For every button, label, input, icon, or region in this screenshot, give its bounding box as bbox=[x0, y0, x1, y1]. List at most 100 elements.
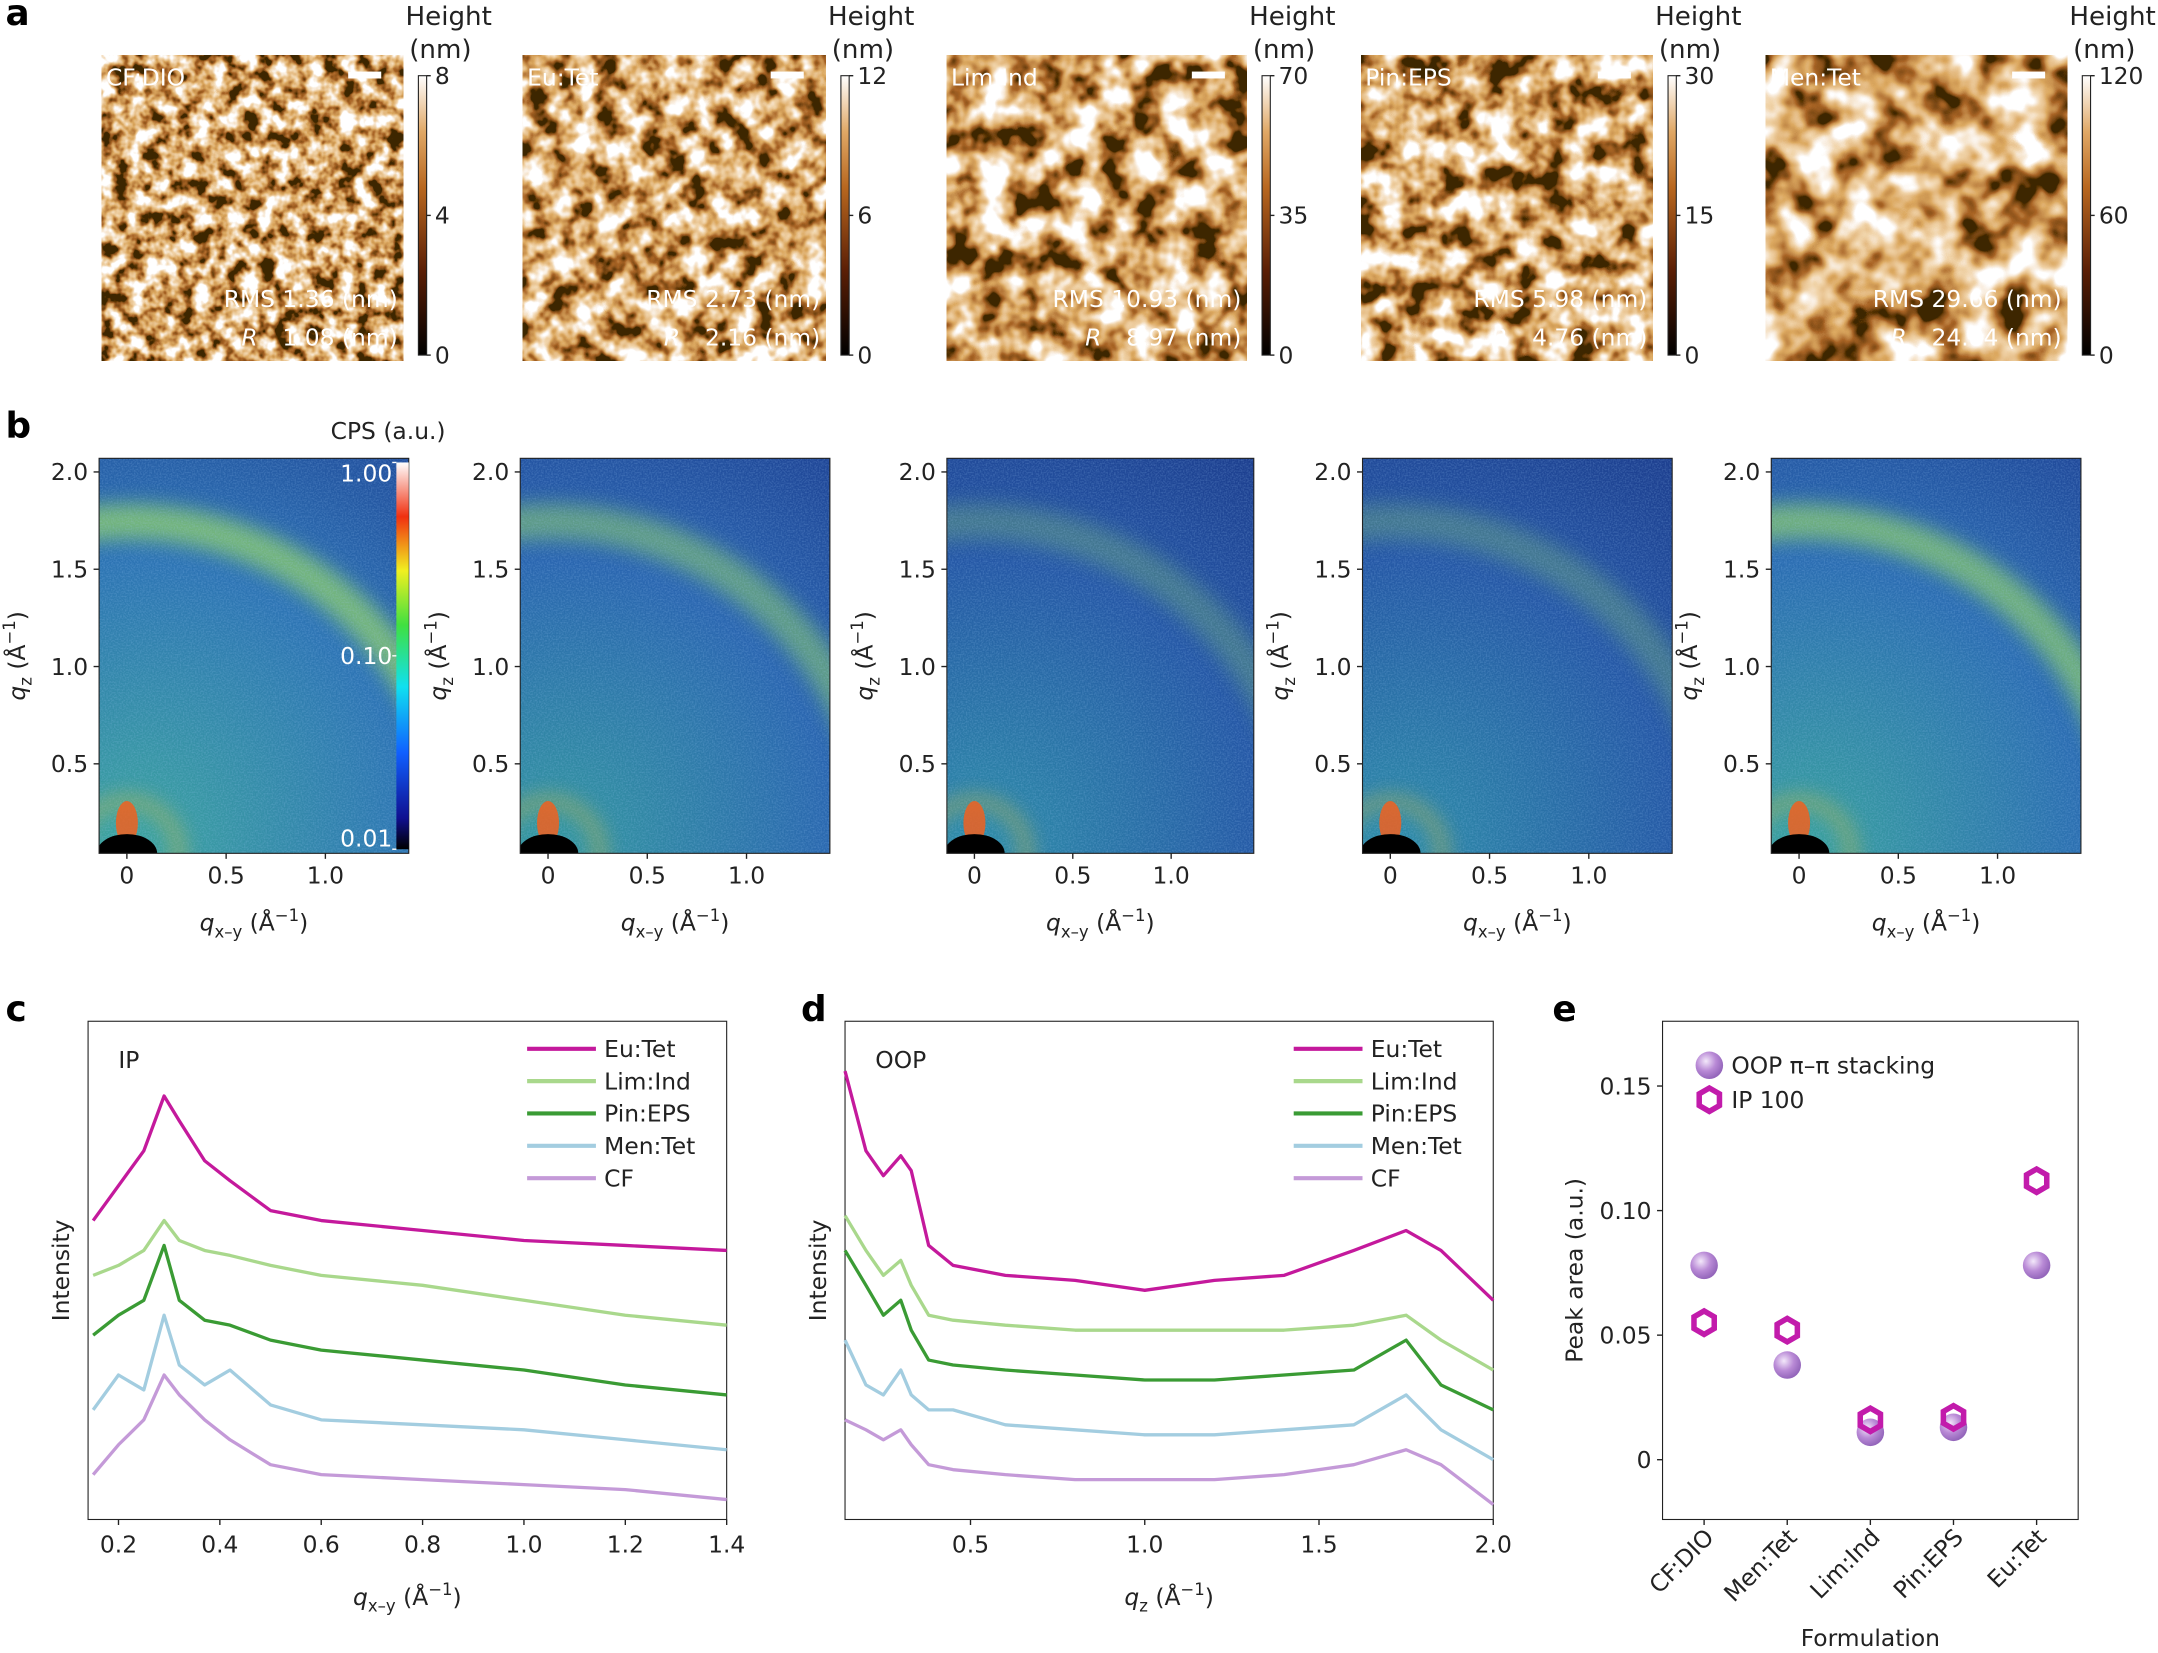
label-part: ) bbox=[1146, 908, 1155, 936]
label-part: ) bbox=[424, 611, 452, 620]
oop-point bbox=[1773, 1351, 1801, 1379]
ra-text: 1.08 (nm) bbox=[282, 323, 397, 351]
x-tick-label: Eu:Tet bbox=[1982, 1523, 2052, 1593]
map-noise bbox=[520, 458, 830, 854]
x-tick-label: 0.5 bbox=[952, 1531, 989, 1559]
x-tick-label: 1.0 bbox=[1126, 1531, 1163, 1559]
legend-label: CF bbox=[604, 1164, 634, 1192]
label-part: −1 bbox=[848, 620, 867, 644]
y-tick-label: 0.5 bbox=[899, 750, 936, 778]
y-tick-label: 0.5 bbox=[1723, 750, 1760, 778]
map-frame bbox=[946, 457, 1255, 854]
label-part: −1 bbox=[1180, 1580, 1204, 1599]
map-frame bbox=[1770, 457, 2082, 854]
ra-text: 24.84 (nm) bbox=[1931, 323, 2061, 351]
legend-label: Pin:EPS bbox=[1371, 1100, 1457, 1128]
label-part: z bbox=[438, 677, 457, 686]
series-line bbox=[843, 1339, 1495, 1462]
panel-letter: a bbox=[6, 0, 30, 34]
colorbar-tick-label: 0 bbox=[2099, 341, 2114, 369]
axis-label: qx–y (Å−1) bbox=[621, 906, 730, 942]
beam-stop bbox=[1771, 834, 1830, 854]
ra-symbol: R bbox=[664, 323, 680, 351]
colorbar-tick-label: 35 bbox=[1279, 202, 1309, 230]
specular-spot bbox=[115, 801, 138, 846]
ra-symbol: R bbox=[1085, 323, 1101, 351]
label-part: −1 bbox=[1947, 906, 1971, 925]
beam-stop bbox=[946, 834, 1005, 854]
colorbar bbox=[1261, 75, 1271, 356]
label-part: q bbox=[353, 1583, 368, 1611]
label-part: x–y bbox=[1478, 922, 1506, 941]
x-tick-label: 0.5 bbox=[208, 862, 245, 890]
legend-label: IP 100 bbox=[1731, 1086, 1804, 1114]
y-tick-label: 2.0 bbox=[472, 458, 509, 486]
axis-label: qx–y (Å−1) bbox=[353, 1580, 462, 1616]
x-tick-label: 0.5 bbox=[629, 862, 666, 890]
colorbar-title: Height bbox=[828, 2, 914, 32]
axis-label: qx–y (Å−1) bbox=[1046, 906, 1155, 942]
legend-marker bbox=[1696, 1084, 1723, 1115]
colorbar-tick-label: 1.00 bbox=[340, 460, 392, 488]
oop-point bbox=[1690, 1251, 1718, 1280]
x-tick-label: 1.2 bbox=[607, 1531, 644, 1559]
legend-label: Lim:Ind bbox=[604, 1067, 691, 1095]
label-part: (Å bbox=[424, 645, 452, 678]
x-axis-label: Formulation bbox=[1801, 1624, 1940, 1652]
plot-frame bbox=[844, 1020, 1494, 1521]
colorbar-tick-label: 60 bbox=[2099, 202, 2129, 230]
sample-label: Lim:Ind bbox=[951, 63, 1038, 91]
x-tick-label: 2.0 bbox=[1475, 1531, 1512, 1559]
y-tick-label: 0.10 bbox=[1599, 1197, 1651, 1225]
rms-text: RMS 5.98 (nm) bbox=[1473, 285, 1647, 313]
series-line bbox=[91, 1373, 727, 1502]
colorbar-tick-label: 70 bbox=[1279, 62, 1309, 90]
colorbar-title: Height bbox=[2069, 2, 2155, 32]
colorbar-tick-label: 30 bbox=[1685, 62, 1715, 90]
afm-image bbox=[101, 55, 404, 361]
giwaxs-map bbox=[1362, 458, 1673, 854]
x-tick-label: 0.5 bbox=[1880, 862, 1917, 890]
label-part: −1 bbox=[696, 906, 720, 925]
colorbar-tick-label: 12 bbox=[857, 62, 887, 90]
giwaxs-map bbox=[1771, 458, 2081, 854]
label-part: ) bbox=[1205, 1583, 1214, 1611]
y-tick-label: 0.5 bbox=[472, 750, 509, 778]
plot-frame bbox=[87, 1020, 728, 1521]
panel-letter: c bbox=[6, 989, 27, 1030]
label-part: q bbox=[621, 908, 636, 936]
label-part: q bbox=[1046, 908, 1061, 936]
legend-label: Pin:EPS bbox=[604, 1100, 690, 1128]
axis-label: qx–y (Å−1) bbox=[1872, 906, 1981, 942]
beam-stop bbox=[99, 834, 158, 854]
label-part: ) bbox=[720, 908, 729, 936]
y-tick-label: 2.0 bbox=[1723, 458, 1760, 486]
giwaxs-map bbox=[99, 458, 409, 854]
x-tick-label: 1.0 bbox=[728, 862, 765, 890]
y-tick-label: 2.0 bbox=[1314, 458, 1351, 486]
axis-label: qx–y (Å−1) bbox=[200, 906, 309, 942]
x-tick-label: Pin:EPS bbox=[1888, 1523, 1969, 1604]
map-noise bbox=[1771, 458, 2081, 854]
label-part: ) bbox=[1971, 908, 1980, 936]
legend-label: OOP π–π stacking bbox=[1731, 1052, 1935, 1080]
colorbar-tick-label: 6 bbox=[857, 202, 872, 230]
ip-point bbox=[1774, 1315, 1801, 1346]
label-part: ) bbox=[299, 908, 308, 936]
label-part: (Å bbox=[851, 645, 879, 678]
ra-symbol: R bbox=[1890, 323, 1906, 351]
label-part: ) bbox=[3, 611, 31, 620]
label-part: z bbox=[1689, 677, 1708, 686]
label-part: q bbox=[424, 686, 452, 701]
x-tick-label: 0.5 bbox=[1471, 862, 1508, 890]
map-noise bbox=[946, 458, 1254, 854]
axis-label: qz (Å−1) bbox=[848, 611, 884, 701]
sample-label: Eu:Tet bbox=[527, 63, 598, 91]
x-tick-label: 0.2 bbox=[100, 1531, 137, 1559]
label-part: z bbox=[1139, 1597, 1148, 1616]
axis-label: qx–y (Å−1) bbox=[1463, 906, 1572, 942]
colorbar-unit: (nm) bbox=[832, 35, 894, 65]
x-tick-label: 0 bbox=[119, 862, 134, 890]
label-part: −1 bbox=[421, 620, 440, 644]
afm-image bbox=[522, 55, 826, 361]
